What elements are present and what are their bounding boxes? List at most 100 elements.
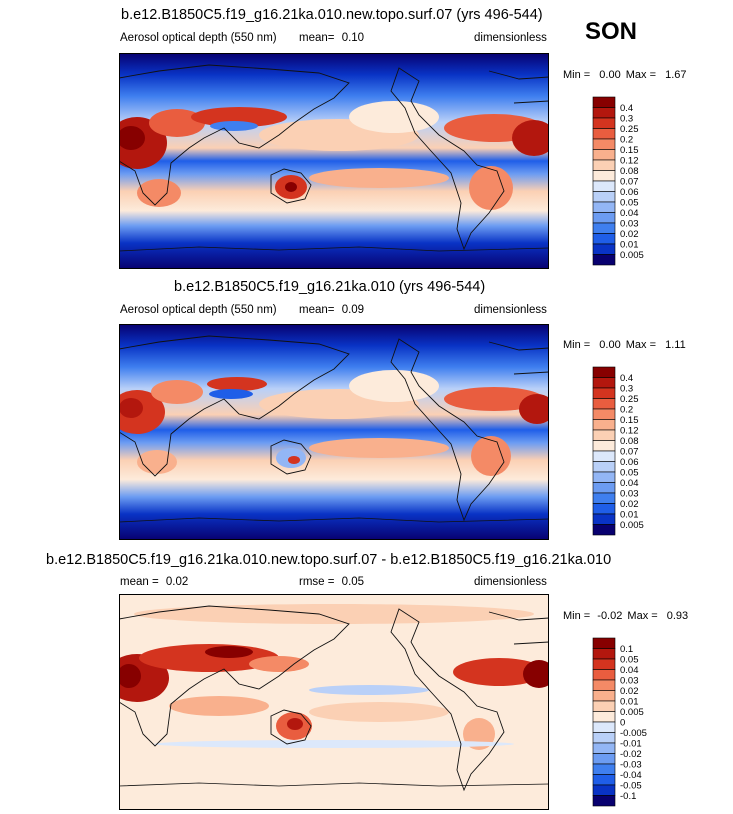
panel-3-colorbar: 0.10.050.040.030.020.010.0050-0.005-0.01… <box>592 637 647 807</box>
panel-2-colorbar-box <box>592 524 616 536</box>
panel-2-blob-sahara-east <box>519 394 549 424</box>
panel-3-colorbar-box <box>592 700 616 712</box>
panel-1-colorbar-box <box>592 138 616 150</box>
panel-1-colorbar-label: 0.07 <box>620 177 639 188</box>
panel-1-colorbar-box <box>592 222 616 234</box>
panel-2-colorbar-label: 0.04 <box>620 478 639 489</box>
panel-2-min-label: Min = <box>563 339 591 351</box>
panel-3-colorbar-box <box>592 774 616 786</box>
panel-2-colorbar-label: 0.03 <box>620 489 639 500</box>
panel-3-colorbar-label: -0.1 <box>620 791 636 802</box>
panel-2-colorbar-label: 0.07 <box>620 447 639 458</box>
panel-3-colorbar-label: 0.01 <box>620 697 639 708</box>
panel-3-rmse-value: 0.05 <box>341 576 365 588</box>
panel-3-colorbar-label: -0.03 <box>620 760 642 771</box>
panel-2-blob-africa-core <box>119 398 143 418</box>
panel-1-title: b.e12.B1850C5.f19_g16.21ka.010.new.topo.… <box>121 7 543 23</box>
panel-1-blob-south-pacific <box>309 168 449 188</box>
panel-3-blob-asia-core <box>205 646 253 658</box>
panel-3-colorbar-label: 0.03 <box>620 676 639 687</box>
panel-2-blob-arabia <box>151 380 203 404</box>
panel-2-blob-pacific-light <box>349 370 439 402</box>
panel-2-colorbar-label: 0.3 <box>620 384 633 395</box>
panel-2-colorbar-label: 0.2 <box>620 405 633 416</box>
panel-2-colorbar-box <box>592 513 616 525</box>
panel-3-blob-south-pacific <box>309 702 449 722</box>
panel-3-colorbar-label: -0.02 <box>620 749 642 760</box>
panel-2-blob-south-america <box>471 436 511 476</box>
panel-2-minmax: Min = 0.00 Max = 1.11 <box>563 339 686 351</box>
panel-3-colorbar-box <box>592 658 616 670</box>
panel-1-mean-value: 0.10 <box>341 32 365 44</box>
panel-3-colorbar-box <box>592 648 616 660</box>
panel-1-colorbar-label: 0.25 <box>620 124 639 135</box>
panel-3-coast-antarctica <box>119 782 549 787</box>
panel-1-colorbar-box <box>592 149 616 161</box>
panel-2-units: dimensionless <box>474 304 547 316</box>
panel-2-colorbar-box <box>592 366 616 378</box>
panel-3-colorbar-label: -0.04 <box>620 770 642 781</box>
panel-3-colorbar-label: 0.005 <box>620 707 644 718</box>
panel-2-colorbar-label: 0.06 <box>620 457 639 468</box>
panel-1-colorbar-box <box>592 170 616 182</box>
panel-1-colorbar-box <box>592 233 616 245</box>
panel-3-coast-eurasia-africa <box>119 605 350 747</box>
panel-3-colorbar-label: 0.1 <box>620 644 633 655</box>
panel-3-blob-indian-ocean <box>169 696 269 716</box>
panel-3-colorbar-label: 0 <box>620 718 625 729</box>
panel-2-variable-label: Aerosol optical depth (550 nm) <box>120 304 277 316</box>
panel-2-blob-australia-core <box>288 456 300 464</box>
panel-2-colorbar-box <box>592 419 616 431</box>
panel-2-colorbar-label: 0.01 <box>620 510 639 521</box>
panel-3-blob-pacific-blue <box>309 685 429 695</box>
panel-2-map-border <box>119 324 549 540</box>
panel-3-colorbar-box <box>592 732 616 744</box>
panel-1-max-label: Max = <box>625 69 657 81</box>
panel-2-colorbar-box <box>592 503 616 515</box>
panel-2-blob-south-pacific <box>309 438 449 458</box>
panel-3-map-border <box>119 594 549 810</box>
panel-1-colorbar-label: 0.08 <box>620 166 639 177</box>
panel-1-field-background <box>119 53 549 269</box>
panel-3-colorbar-box <box>592 690 616 702</box>
panel-3-rmse-label: rmse = <box>299 576 335 588</box>
panel-1-colorbar-label: 0.01 <box>620 240 639 251</box>
panel-2-mean: mean= 0.09 <box>299 304 364 316</box>
panel-3-mean-label: mean = <box>120 576 159 588</box>
panel-1-colorbar-label: 0.3 <box>620 114 633 125</box>
panel-1-variable-label: Aerosol optical depth (550 nm) <box>120 32 277 44</box>
panel-3-blob-north-light <box>134 604 534 624</box>
panel-1-blob-south-america <box>469 166 513 210</box>
panel-1-coast-americas <box>390 67 505 251</box>
panel-3-coast-australia <box>270 709 312 745</box>
panel-3-colorbar-box <box>592 784 616 796</box>
panel-3-blob-africa-core <box>119 664 141 688</box>
panel-1-blob-south-africa <box>137 179 181 207</box>
panel-2-blob-atlantic <box>444 387 544 411</box>
panel-1-mean: mean= 0.10 <box>299 32 364 44</box>
panel-1-colorbar-box <box>592 254 616 266</box>
panel-1-coast-australia <box>270 168 312 204</box>
panel-3-colorbar-box <box>592 763 616 775</box>
panel-1-colorbar-box <box>592 180 616 192</box>
panel-2-colorbar-box <box>592 471 616 483</box>
panel-2-colorbar-box <box>592 440 616 452</box>
panel-2-title: b.e12.B1850C5.f19_g16.21ka.010 (yrs 496-… <box>174 279 486 295</box>
panel-1-map <box>119 53 549 269</box>
panel-2-colorbar-box <box>592 461 616 473</box>
panel-2-mean-label: mean= <box>299 304 335 316</box>
panel-2-blob-tibet <box>209 389 253 399</box>
panel-3-min-value: -0.02 <box>597 610 623 622</box>
panel-1-colorbar-box <box>592 201 616 213</box>
panel-1-colorbar-box <box>592 96 616 108</box>
panel-1-minmax: Min = 0.00 Max = 1.67 <box>563 69 687 81</box>
panel-1-map-border <box>119 53 549 269</box>
panel-1-colorbar-label: 0.2 <box>620 135 633 146</box>
panel-3-blob-australia-core <box>287 718 303 730</box>
panel-1-colorbar-box <box>592 212 616 224</box>
panel-2-colorbar-label: 0.12 <box>620 426 639 437</box>
panel-3-rmse: rmse = 0.05 <box>299 576 364 588</box>
panel-1-colorbar: 0.40.30.250.20.150.120.080.070.060.050.0… <box>592 96 644 266</box>
panel-3-colorbar-label: 0.05 <box>620 655 639 666</box>
panel-2-coast-australia <box>270 439 312 475</box>
